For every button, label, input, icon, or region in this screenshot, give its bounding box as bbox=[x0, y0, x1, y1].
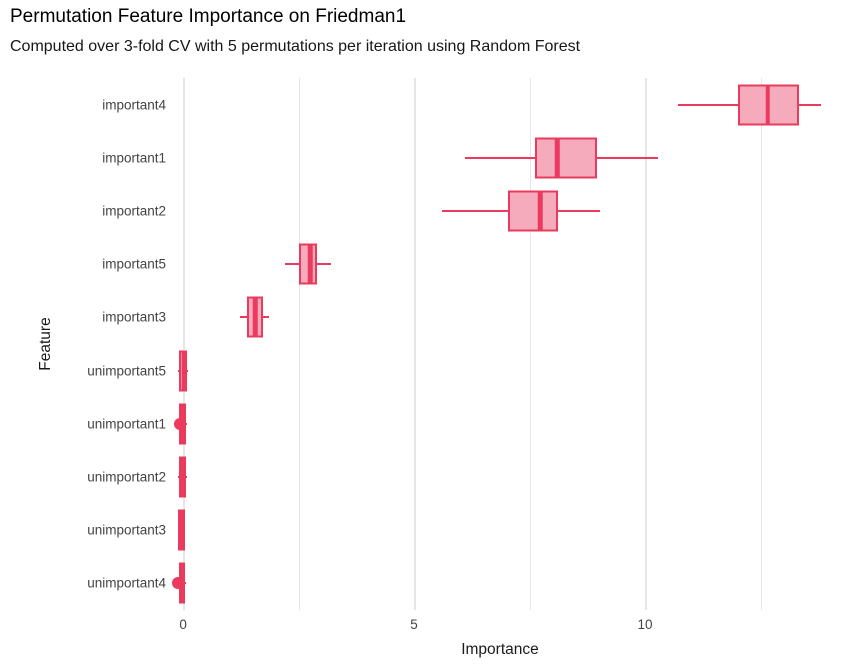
median-important3 bbox=[252, 296, 258, 338]
median-unimportant2 bbox=[180, 456, 185, 498]
gridline-x-10 bbox=[645, 78, 647, 610]
box-important2 bbox=[507, 190, 559, 232]
chart-subtitle: Computed over 3-fold CV with 5 permutati… bbox=[10, 38, 581, 55]
plot-panel bbox=[172, 78, 828, 610]
y-tick-label-unimportant4: unimportant4 bbox=[87, 575, 166, 591]
x-tick-label-5: 5 bbox=[410, 617, 418, 632]
y-tick-label-important5: important5 bbox=[102, 256, 166, 272]
boxplot-row-unimportant3 bbox=[172, 504, 828, 557]
gridline-x-7.5 bbox=[529, 78, 532, 610]
median-important5 bbox=[307, 243, 313, 285]
boxplot-row-unimportant1 bbox=[172, 397, 828, 450]
y-tick-label-important3: important3 bbox=[102, 309, 166, 325]
boxplot-row-important1 bbox=[172, 131, 828, 184]
y-tick-label-unimportant5: unimportant5 bbox=[87, 363, 166, 379]
median-unimportant3 bbox=[179, 509, 184, 551]
y-tick-label-important2: important2 bbox=[102, 203, 166, 219]
median-important2 bbox=[537, 190, 543, 232]
boxplot-row-important3 bbox=[172, 291, 828, 344]
boxplot-row-important5 bbox=[172, 238, 828, 291]
gridline-x-12.5 bbox=[760, 78, 763, 610]
y-tick-label-unimportant3: unimportant3 bbox=[87, 522, 166, 538]
boxplot-row-unimportant5 bbox=[172, 344, 828, 397]
y-tick-label-important4: important4 bbox=[102, 97, 166, 113]
gridline-x-2.5 bbox=[298, 78, 301, 610]
gridline-x-0 bbox=[183, 78, 185, 610]
y-tick-label-unimportant1: unimportant1 bbox=[87, 416, 166, 432]
boxplot-row-important4 bbox=[172, 78, 828, 131]
boxplot-row-unimportant2 bbox=[172, 450, 828, 503]
y-tick-label-unimportant2: unimportant2 bbox=[87, 469, 166, 485]
outlier-dot-unimportant4-0 bbox=[172, 577, 184, 590]
chart-title: Permutation Feature Importance on Friedm… bbox=[10, 6, 407, 27]
median-unimportant5 bbox=[181, 350, 186, 392]
x-tick-label-0: 0 bbox=[179, 617, 187, 632]
boxplot-row-unimportant4 bbox=[172, 557, 828, 610]
gridline-x-5 bbox=[414, 78, 416, 610]
x-tick-label-10: 10 bbox=[637, 617, 653, 632]
y-axis-tick-labels: important4 important1 important2 important5… bbox=[0, 78, 166, 610]
median-important1 bbox=[555, 137, 560, 179]
y-tick-label-important1: important1 bbox=[102, 150, 166, 166]
x-axis-tick-labels: 0 5 10 bbox=[172, 617, 828, 635]
boxplot-row-important2 bbox=[172, 184, 828, 237]
x-axis-title: Importance bbox=[461, 641, 539, 658]
box-important1 bbox=[535, 137, 597, 179]
outlier-dot-unimportant1-0 bbox=[173, 417, 186, 430]
median-important4 bbox=[765, 84, 771, 126]
